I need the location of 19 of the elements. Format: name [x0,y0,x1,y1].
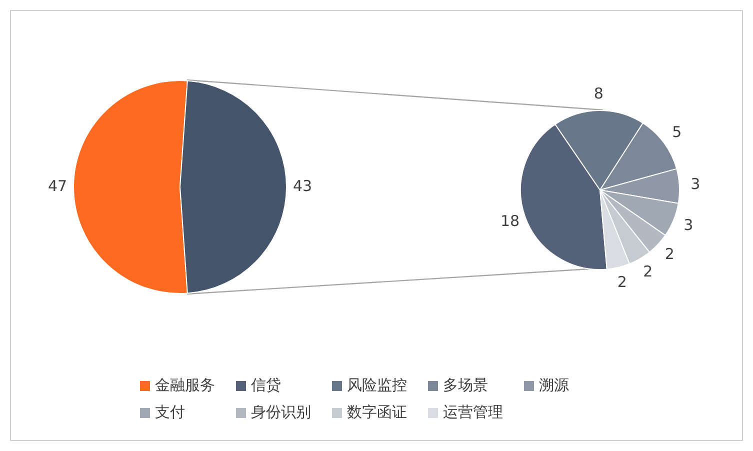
data-label: 8 [594,84,604,102]
legend-label: 支付 [155,403,185,422]
data-label: 2 [643,262,653,280]
legend-label: 身份识别 [251,403,311,422]
legend-label: 溯源 [539,376,569,395]
data-label: 18 [500,212,520,230]
legend-label: 金融服务 [155,376,215,395]
legend-label: 数字函证 [347,403,407,422]
data-label: 3 [684,216,694,234]
data-label: 47 [48,176,68,195]
legend-label: 信贷 [251,376,281,395]
data-label: 43 [292,176,312,195]
legend-label: 多场景 [443,376,488,395]
data-label: 2 [664,245,674,264]
data-label: 3 [690,175,700,194]
legend-label: 运营管理 [443,403,503,422]
data-label: 5 [672,123,682,142]
legend-label: 风险监控 [347,376,407,395]
data-label: 2 [617,272,627,291]
